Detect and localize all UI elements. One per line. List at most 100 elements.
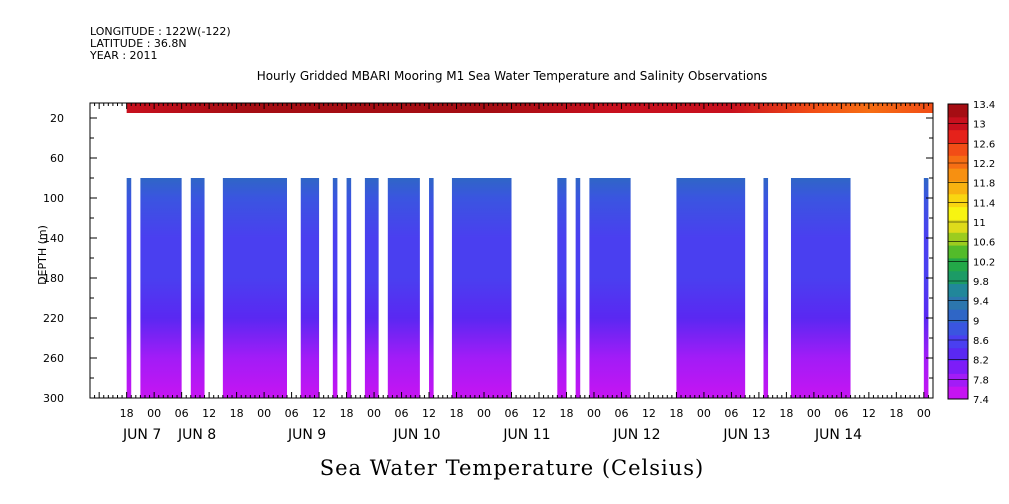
x-hour-tick-label: 06	[834, 407, 848, 420]
x-hour-tick-label: 12	[642, 407, 656, 420]
x-hour-tick-label: 18	[889, 407, 903, 420]
y-tick-label: 60	[50, 152, 64, 165]
x-day-label: JUN 11	[502, 427, 550, 443]
colorbar-swatch	[948, 168, 968, 182]
x-hour-tick-label: 12	[202, 407, 216, 420]
surface-temperature-band	[126, 103, 934, 113]
x-hour-tick-label: 06	[175, 407, 189, 420]
colorbar-label: 11.4	[973, 198, 995, 209]
y-axis-label: DEPTH (m)	[36, 225, 49, 285]
deep-data-column-11	[557, 178, 567, 398]
y-tick-label: 300	[43, 392, 64, 405]
deep-data-column-14	[676, 178, 746, 398]
colorbar-swatch	[948, 142, 968, 156]
x-day-label: JUN 10	[392, 427, 440, 443]
colorbar-swatch	[948, 219, 968, 233]
x-hour-tick-label: 18	[230, 407, 244, 420]
deep-data-column-3	[222, 178, 288, 398]
colorbar-swatch	[948, 334, 968, 349]
colorbar-label: 12.6	[973, 139, 995, 150]
y-tick-label: 180	[43, 272, 64, 285]
x-day-label: JUN 13	[722, 427, 770, 443]
x-day-label: JUN 9	[287, 427, 326, 443]
x-hour-tick-label: 18	[120, 407, 134, 420]
deep-data-column-2	[190, 178, 205, 398]
x-hour-tick-label: 06	[724, 407, 738, 420]
deep-data-column-10	[451, 178, 512, 398]
deep-data-column-0	[126, 178, 132, 398]
colorbar-swatch	[948, 257, 968, 272]
colorbar-swatch	[948, 193, 968, 208]
x-hour-tick-label: 06	[395, 407, 409, 420]
colorbar-label: 8.2	[973, 356, 989, 367]
x-hour-tick-label: 00	[147, 407, 161, 420]
colorbar-swatch	[948, 180, 968, 195]
x-hour-tick-label: 18	[559, 407, 573, 420]
x-hour-tick-label: 12	[422, 407, 436, 420]
y-tick-label: 260	[43, 352, 64, 365]
y-tick-label: 220	[43, 312, 64, 325]
x-hour-tick-label: 18	[779, 407, 793, 420]
colorbar-label: 8.6	[973, 336, 989, 347]
x-day-label: JUN 7	[122, 427, 161, 443]
plot-area	[90, 103, 934, 398]
x-hour-tick-label: 00	[367, 407, 381, 420]
x-day-label: JUN 14	[814, 427, 862, 443]
colorbar-label: 10.6	[973, 238, 995, 249]
colorbar-swatch	[948, 360, 968, 374]
x-hour-tick-label: 06	[614, 407, 628, 420]
deep-data-column-13	[589, 178, 631, 398]
x-hour-tick-label: 18	[340, 407, 354, 420]
colorbar-label: 9.4	[973, 297, 989, 308]
colorbar-label: 10.2	[973, 257, 995, 268]
x-day-label: JUN 8	[177, 427, 216, 443]
colorbar-swatch	[948, 347, 968, 362]
colorbar-label: 12.2	[973, 159, 995, 170]
colorbar-swatch	[948, 296, 968, 310]
colorbar-swatch	[948, 386, 968, 400]
deep-data-column-17	[923, 178, 929, 398]
x-axis-label: Sea Water Temperature (Celsius)	[320, 456, 705, 480]
y-tick-label: 100	[43, 192, 64, 205]
latitude-label: LATITUDE : 36.8N	[90, 37, 187, 50]
x-hour-tick-label: 12	[532, 407, 546, 420]
deep-data-column-1	[140, 178, 182, 398]
colorbar: 7.4 7.8 8.2 8.6 9 9.4 9.8 10.2 10.6 11 11.4 11.8 12.…	[947, 100, 995, 406]
deep-data-column-12	[575, 178, 581, 398]
colorbar-label: 11.8	[973, 179, 995, 190]
deep-data-column-7	[364, 178, 379, 398]
x-hour-tick-label: 00	[587, 407, 601, 420]
deep-data-column-9	[429, 178, 434, 398]
x-hour-tick-label: 00	[917, 407, 931, 420]
chart-title: Hourly Gridded MBARI Mooring M1 Sea Wate…	[257, 69, 768, 83]
x-day-label: JUN 12	[612, 427, 660, 443]
colorbar-swatch	[948, 155, 968, 169]
colorbar-swatch	[948, 232, 968, 246]
colorbar-swatch	[948, 309, 968, 323]
colorbar-label: 11	[973, 218, 986, 229]
deep-data-column-4	[300, 178, 320, 398]
x-hour-tick-label: 00	[257, 407, 271, 420]
deep-data-column-6	[346, 178, 352, 398]
colorbar-label: 7.8	[973, 375, 989, 386]
x-hour-tick-label: 00	[807, 407, 821, 420]
x-hour-tick-label: 12	[752, 407, 766, 420]
colorbar-label: 7.4	[973, 395, 989, 406]
x-hour-tick-label: 06	[285, 407, 299, 420]
x-hour-tick-label: 18	[450, 407, 464, 420]
longitude-label: LONGITUDE : 122W(-122)	[90, 25, 231, 38]
deep-data-column-5	[332, 178, 338, 398]
colorbar-swatch	[948, 373, 968, 387]
colorbar-label: 9.8	[973, 277, 989, 288]
y-tick-label: 140	[43, 232, 64, 245]
colorbar-label: 13.4	[973, 100, 995, 111]
x-hour-tick-label: 12	[312, 407, 326, 420]
x-hour-tick-label: 00	[477, 407, 491, 420]
y-tick-label: 20	[50, 112, 64, 125]
deep-data-column-8	[387, 178, 420, 398]
colorbar-swatch	[948, 206, 968, 220]
x-hour-tick-label: 12	[862, 407, 876, 420]
x-hour-tick-label: 18	[669, 407, 683, 420]
colorbar-swatch	[948, 245, 968, 259]
